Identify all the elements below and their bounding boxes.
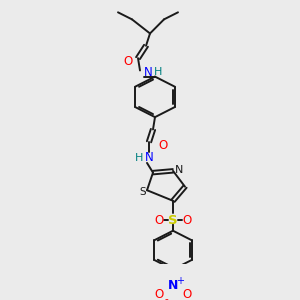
Text: N: N — [145, 151, 153, 164]
Text: O: O — [154, 214, 164, 227]
Text: N: N — [168, 279, 178, 292]
Text: H: H — [154, 67, 162, 77]
Text: S: S — [168, 214, 178, 227]
Text: +: + — [176, 276, 184, 286]
Text: O: O — [182, 288, 192, 300]
Text: -: - — [164, 294, 168, 300]
Text: O: O — [182, 214, 192, 227]
Text: N: N — [175, 165, 183, 175]
Text: O: O — [123, 55, 133, 68]
Text: O: O — [158, 139, 168, 152]
Text: H: H — [135, 153, 143, 163]
Text: S: S — [140, 187, 146, 197]
Text: N: N — [144, 66, 152, 79]
Text: O: O — [154, 288, 164, 300]
